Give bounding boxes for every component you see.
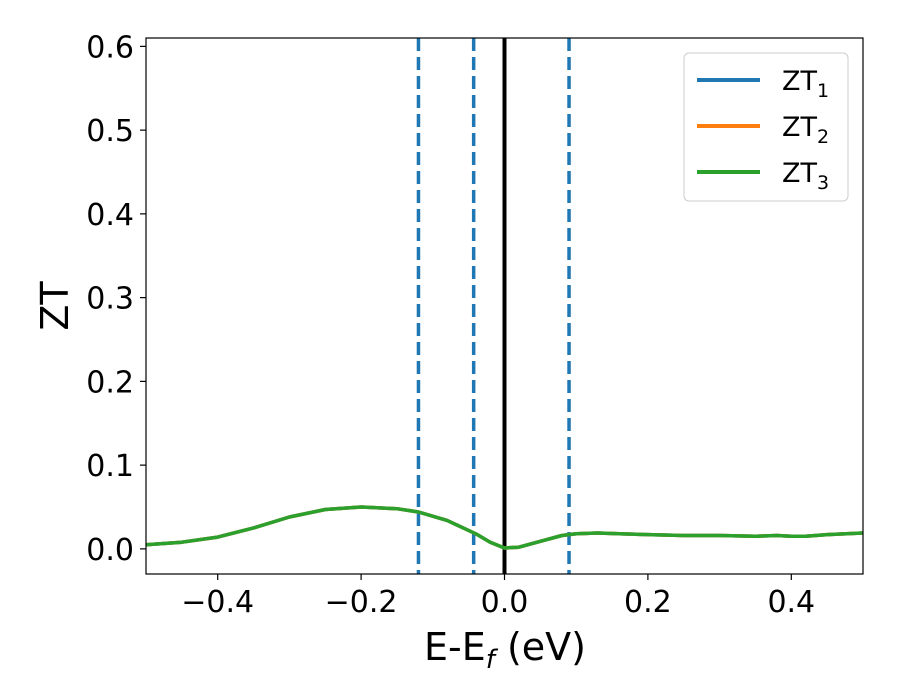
y-axis-title: ZT xyxy=(33,281,77,331)
y-tick-label: 0.1 xyxy=(86,449,134,484)
legend-label-zt3: ZT3 xyxy=(782,158,829,194)
legend-frame xyxy=(683,52,849,202)
legend-label-zt2: ZT2 xyxy=(782,112,829,148)
x-tick-label: −0.2 xyxy=(325,585,398,620)
x-axis-title-unit: (eV) xyxy=(495,625,586,669)
y-tick-label: 0.0 xyxy=(86,533,134,568)
legend: ZT1 ZT2 ZT3 xyxy=(683,52,849,202)
y-tick-label: 0.4 xyxy=(86,198,134,233)
x-tick-label: 0.0 xyxy=(481,585,529,620)
x-tick-label: 0.4 xyxy=(767,585,815,620)
y-tick-label: 0.2 xyxy=(86,365,134,400)
series-lines xyxy=(146,505,863,550)
x-axis-title: E-Ef (eV) xyxy=(424,625,586,675)
x-tick-label: 0.2 xyxy=(624,585,672,620)
y-axis: 0.0 0.1 0.2 0.3 0.4 0.5 0.6 xyxy=(86,30,146,568)
x-tick-label: −0.4 xyxy=(181,585,254,620)
reference-lines xyxy=(416,38,571,574)
y-tick-label: 0.5 xyxy=(86,114,134,149)
series-line-zt3 xyxy=(146,505,863,550)
legend-label-zt1: ZT1 xyxy=(782,66,829,102)
y-tick-label: 0.3 xyxy=(86,282,134,317)
y-tick-label: 0.6 xyxy=(86,30,134,65)
x-axis: −0.4 −0.2 0.0 0.2 0.4 xyxy=(181,574,815,620)
